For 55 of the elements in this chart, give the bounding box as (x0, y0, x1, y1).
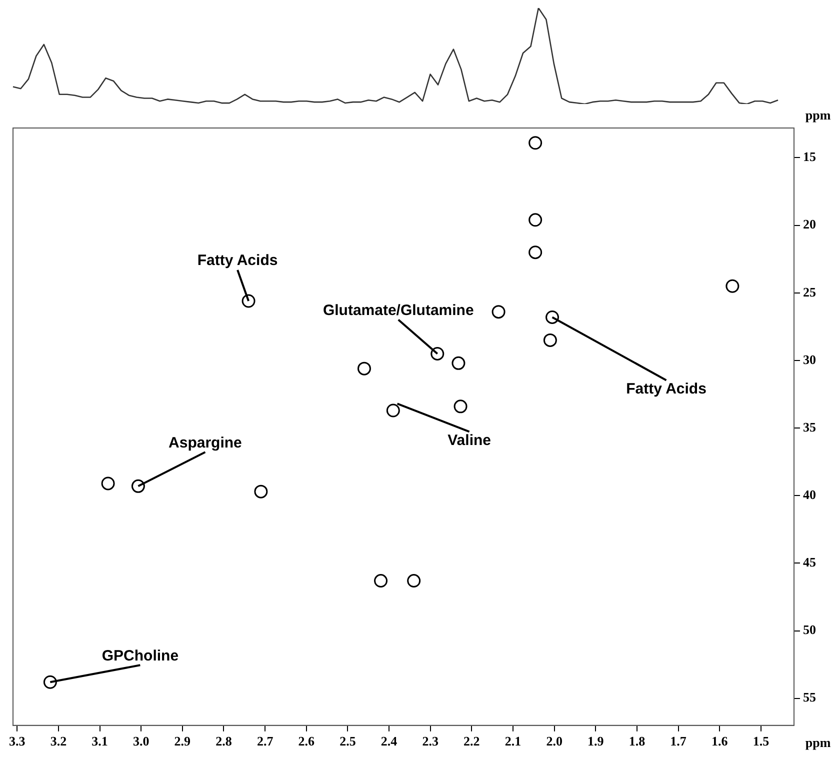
x-tick-label: 2.8 (216, 734, 232, 749)
y-tick-label: 30 (803, 352, 816, 367)
x-tick-label: 2.3 (422, 734, 439, 749)
point (254, 484, 268, 498)
point (528, 136, 542, 150)
point (357, 362, 371, 376)
y-tick-label: 55 (803, 690, 816, 705)
point (543, 333, 557, 347)
x-tick-label: 1.6 (711, 734, 728, 749)
x-tick-label: 2.5 (340, 734, 356, 749)
x-tick-label: 1.9 (588, 734, 604, 749)
x-tick-label: 2.1 (504, 734, 522, 749)
point (407, 574, 421, 588)
point (101, 476, 115, 490)
x-tick-label: 2.0 (546, 734, 562, 749)
point (242, 294, 256, 308)
point (546, 310, 560, 324)
y-tick-label: 35 (803, 419, 816, 434)
x-tick-label: 2.2 (464, 734, 480, 749)
point (386, 404, 400, 418)
point (43, 675, 57, 689)
x-tick-label: 1.5 (752, 734, 770, 749)
annotation: Aspargine (168, 434, 242, 452)
point (374, 574, 388, 588)
point (528, 213, 542, 227)
x-tick-label: 3.0 (132, 734, 150, 749)
x-tick-label: 1.8 (628, 734, 646, 749)
point (430, 346, 444, 360)
y-tick-label: 20 (803, 216, 816, 232)
point (528, 246, 542, 260)
y-tick-label: 45 (803, 554, 816, 570)
y-tick-label: 15 (803, 149, 816, 164)
point (131, 479, 145, 493)
y-tick-label: 50 (803, 622, 816, 638)
x-tick-label: 2.7 (256, 734, 274, 749)
y-tick-label: 25 (803, 284, 816, 300)
x-tick-label: 3.3 (9, 734, 26, 749)
x-tick-label: 1.7 (670, 734, 687, 749)
point (452, 356, 466, 370)
annotation: Fatty Acids (626, 380, 706, 398)
x-tick-label: 2.6 (298, 734, 316, 749)
point (726, 279, 740, 293)
point (454, 400, 468, 414)
x-tick-label: 2.9 (174, 734, 192, 749)
y-axis-title: ppm (805, 107, 831, 122)
x-axis-title: ppm (805, 734, 831, 750)
annotation: Glutamate/Glutamine (322, 302, 474, 319)
annotation: GPCholine (102, 647, 179, 664)
x-tick-label: 3.2 (50, 734, 67, 749)
annotation: Fatty Acids (197, 252, 278, 270)
point (492, 305, 506, 319)
x-tick-label: 3.1 (92, 734, 108, 749)
y-tick-label: 40 (803, 486, 816, 502)
x-tick-label: 2.4 (380, 734, 398, 749)
annotation: Valine (448, 432, 491, 449)
